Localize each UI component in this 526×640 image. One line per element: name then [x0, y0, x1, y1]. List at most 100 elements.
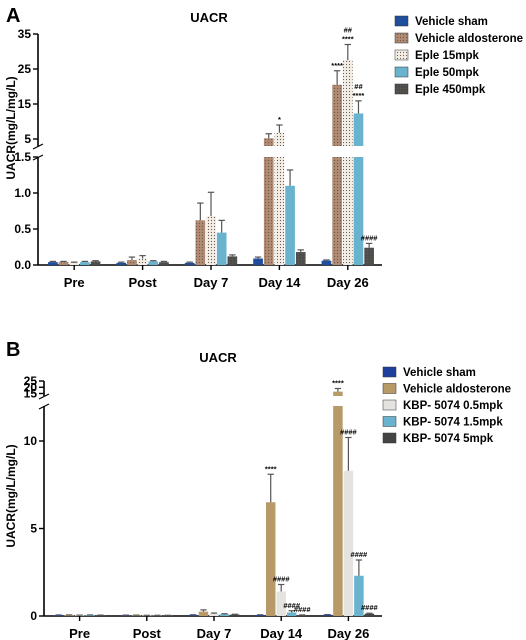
bar [286, 612, 297, 616]
y-tick-label: 5 [30, 522, 37, 536]
bar [227, 256, 238, 265]
bar [127, 259, 137, 265]
significance-label: **** [353, 91, 365, 100]
bar [85, 615, 95, 616]
bar-upper [333, 391, 343, 396]
bar-upper [342, 60, 353, 146]
significance-label: **** [265, 464, 277, 473]
x-tick-label: Pre [69, 626, 90, 640]
significance-label: #### [351, 550, 369, 559]
y-tick-label: 0.0 [14, 258, 31, 272]
significance-label: ## [354, 82, 363, 91]
legend-label: KBP- 5074 0.5mpk [403, 400, 503, 412]
legend-label: Vehicle aldosterone [403, 384, 511, 396]
y-tick-label: 0.5 [14, 222, 31, 236]
legend-label: Eple 450mpk [415, 84, 486, 96]
legend-label: Vehicle sham [403, 367, 476, 379]
legend-swatch [382, 399, 397, 411]
bar [230, 614, 240, 616]
bar [69, 262, 80, 265]
x-tick-label: Day 7 [194, 275, 229, 290]
legend-label: Eple 15mpk [415, 50, 480, 62]
bar [53, 615, 64, 616]
bar [276, 591, 286, 616]
legend-swatch [394, 15, 409, 27]
bar [219, 614, 230, 616]
x-tick-label: Day 14 [258, 275, 301, 290]
x-tick-label: Pre [64, 275, 85, 290]
bar [295, 252, 306, 265]
legend-label: Vehicle aldosterone [415, 33, 523, 45]
bar [216, 232, 227, 265]
bar [64, 615, 74, 616]
significance-label: #### [273, 575, 291, 584]
bar [364, 247, 374, 265]
bar [148, 261, 159, 265]
x-tick-label: Day 14 [260, 626, 303, 640]
bar [209, 613, 219, 616]
bar [297, 615, 307, 616]
bar [58, 262, 69, 265]
bar [198, 611, 209, 616]
legend-label: KBP- 5074 5mpk [403, 433, 494, 445]
x-tick-label: Day 26 [327, 626, 369, 640]
bar [353, 157, 364, 265]
y-axis-label-b: UACR(mg/L/mg/L) [4, 444, 18, 547]
y-tick-label: 20 [24, 380, 38, 394]
bar-upper [274, 132, 285, 146]
significance-label: #### [283, 601, 301, 610]
bar [184, 262, 195, 265]
bar [285, 185, 295, 265]
bar [188, 614, 198, 616]
significance-label: * [278, 115, 281, 124]
legend-swatch [394, 32, 409, 44]
bar [253, 258, 263, 265]
x-tick-label: Post [133, 626, 162, 640]
legend-swatch [394, 83, 409, 95]
bar [80, 262, 90, 265]
y-tick-label: 15 [24, 387, 38, 401]
y-tick-label: 15 [18, 97, 32, 111]
bar [332, 157, 342, 265]
legend-swatch [382, 416, 397, 427]
bar [263, 157, 274, 265]
chart-title-b: UACR [199, 350, 237, 365]
x-tick-label: Post [129, 275, 158, 290]
significance-label: #### [361, 233, 379, 242]
bar [364, 613, 375, 616]
significance-label: **** [331, 61, 343, 70]
y-tick-label: 25 [18, 62, 32, 76]
bar-upper [263, 138, 274, 146]
bar [274, 157, 285, 265]
bar [116, 262, 127, 265]
y-axis-label-a: UACR(mg/L/mg/L) [4, 76, 18, 179]
legend-label: Vehicle sham [415, 16, 488, 28]
significance-label: #### [294, 605, 312, 614]
bar [322, 614, 333, 616]
bar [343, 470, 354, 616]
bar [321, 260, 332, 265]
bar [159, 262, 169, 265]
chart-title-a: UACR [190, 10, 228, 25]
chart-a: 0.0 0.5 1.0 1.5 5 15 25 35 Pre Post Day 7 Day 14 Day… [14, 15, 523, 290]
panel-label-b: B [6, 339, 20, 361]
bar [342, 157, 353, 265]
y-tick-label: 5 [24, 132, 31, 146]
y-tick-label: 35 [18, 27, 32, 41]
legend-label: KBP- 5074 1.5mpk [403, 417, 503, 429]
significance-label: ## [344, 26, 353, 35]
y-tick-label: 10 [24, 434, 38, 448]
bar [90, 261, 101, 265]
bar [255, 614, 265, 616]
x-tick-label: Day 7 [197, 626, 232, 640]
legend-swatch [394, 66, 409, 78]
bar [265, 502, 276, 616]
legend-swatch [382, 383, 397, 394]
axis-break-mark [38, 393, 50, 410]
legend-swatch [394, 49, 409, 61]
panel-label-a: A [6, 5, 20, 27]
bar [195, 220, 206, 265]
y-tick-label: 1.0 [14, 186, 31, 200]
